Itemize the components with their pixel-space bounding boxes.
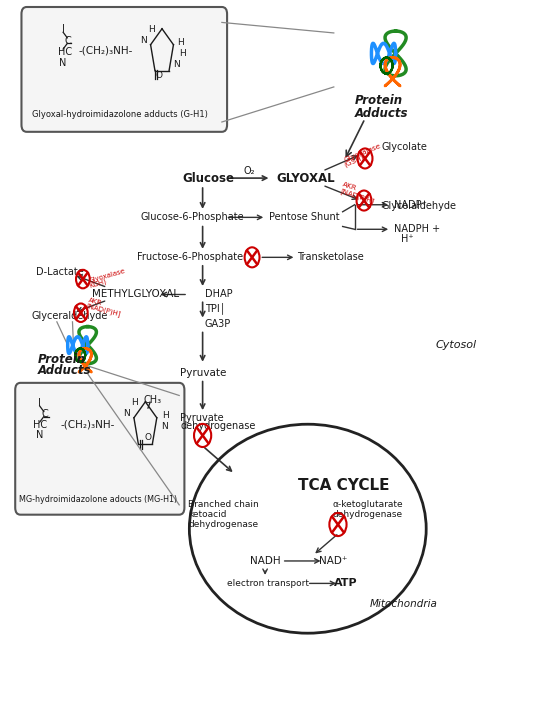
Text: Pyruvate: Pyruvate — [180, 413, 224, 423]
Text: AKR: AKR — [88, 297, 103, 306]
Text: dehydrogenase: dehydrogenase — [188, 520, 258, 529]
Text: O: O — [145, 433, 152, 442]
Text: DHAP: DHAP — [205, 289, 232, 299]
Text: H⁺: H⁺ — [401, 234, 414, 244]
Text: Pyruvate: Pyruvate — [180, 368, 227, 378]
Text: NAD⁺: NAD⁺ — [319, 556, 347, 566]
Text: METHYLGLYOXAL: METHYLGLYOXAL — [92, 289, 179, 299]
Text: GA3P: GA3P — [205, 319, 231, 329]
Text: HC: HC — [58, 47, 72, 57]
Text: Protein: Protein — [38, 353, 86, 365]
Text: N: N — [59, 58, 67, 68]
Text: Adducts: Adducts — [354, 107, 408, 120]
Text: (GSH): (GSH) — [343, 154, 366, 168]
Text: dehydrogenase: dehydrogenase — [180, 421, 256, 432]
Text: [NAD(P)H]: [NAD(P)H] — [339, 187, 375, 205]
Text: Glyceraldehyde: Glyceraldehyde — [32, 311, 108, 321]
Text: H: H — [132, 398, 139, 407]
Text: Glyoxal-hydroimidazolone adducts (G-H1): Glyoxal-hydroimidazolone adducts (G-H1) — [33, 111, 208, 120]
Text: CH₃: CH₃ — [143, 395, 161, 405]
Text: KGH): KGH) — [88, 277, 107, 289]
Text: Transketolase: Transketolase — [297, 252, 364, 263]
Text: dehydrogenase: dehydrogenase — [333, 510, 403, 519]
Text: HC: HC — [33, 420, 47, 430]
Text: MG-hydroimidazolone adoucts (MG-H1): MG-hydroimidazolone adoucts (MG-H1) — [19, 495, 177, 504]
Text: C: C — [65, 36, 72, 46]
Text: H: H — [148, 25, 155, 34]
Text: NADP⁺: NADP⁺ — [394, 200, 426, 210]
Text: H: H — [180, 49, 186, 58]
Text: AKR: AKR — [342, 182, 358, 191]
Text: Glycolate: Glycolate — [382, 142, 427, 151]
Text: -(CH₂)₃NH-: -(CH₂)₃NH- — [61, 419, 115, 429]
Text: N: N — [140, 36, 147, 45]
Text: O₂: O₂ — [244, 166, 255, 176]
Text: O: O — [156, 70, 163, 80]
Text: ketoacid: ketoacid — [188, 510, 227, 519]
Text: I: I — [62, 25, 64, 34]
Text: D-Lactate: D-Lactate — [36, 267, 84, 277]
FancyBboxPatch shape — [21, 7, 227, 132]
Text: Protein: Protein — [354, 94, 403, 108]
Text: Glyoxalase: Glyoxalase — [88, 268, 126, 284]
Text: TPI│: TPI│ — [205, 303, 225, 315]
Text: I: I — [38, 398, 41, 408]
Text: Pentose Shunt: Pentose Shunt — [269, 213, 340, 222]
Text: N: N — [173, 60, 180, 69]
Text: H: H — [161, 410, 168, 420]
FancyBboxPatch shape — [15, 383, 184, 515]
Text: [NAD(P)H]: [NAD(P)H] — [85, 302, 121, 318]
Text: NADPH +: NADPH + — [394, 225, 440, 234]
Text: GLYOXAL: GLYOXAL — [277, 172, 335, 184]
Text: Fructose-6-Phosphate: Fructose-6-Phosphate — [137, 252, 243, 263]
Text: Glycolaldehyde: Glycolaldehyde — [382, 201, 457, 211]
Text: H: H — [177, 37, 183, 46]
Text: Cytosol: Cytosol — [435, 340, 477, 350]
Text: N: N — [161, 422, 167, 431]
Text: electron transport: electron transport — [227, 579, 309, 588]
Text: TCA CYCLE: TCA CYCLE — [298, 478, 390, 493]
Text: N: N — [36, 430, 43, 441]
Text: Adducts: Adducts — [38, 365, 92, 377]
Text: C: C — [42, 410, 49, 420]
Text: NADH: NADH — [250, 556, 280, 566]
Text: N: N — [123, 409, 130, 418]
Text: -(CH₂)₃NH-: -(CH₂)₃NH- — [78, 46, 133, 56]
Text: Mitochondria: Mitochondria — [370, 599, 438, 610]
Text: ATP: ATP — [334, 579, 357, 589]
Text: Glyoxalase: Glyoxalase — [343, 143, 382, 163]
Text: Glucose-6-Phosphate: Glucose-6-Phosphate — [140, 213, 244, 222]
Text: α-ketoglutarate: α-ketoglutarate — [333, 501, 403, 510]
Text: Branched chain: Branched chain — [188, 501, 259, 510]
Text: Glucose: Glucose — [183, 172, 235, 184]
